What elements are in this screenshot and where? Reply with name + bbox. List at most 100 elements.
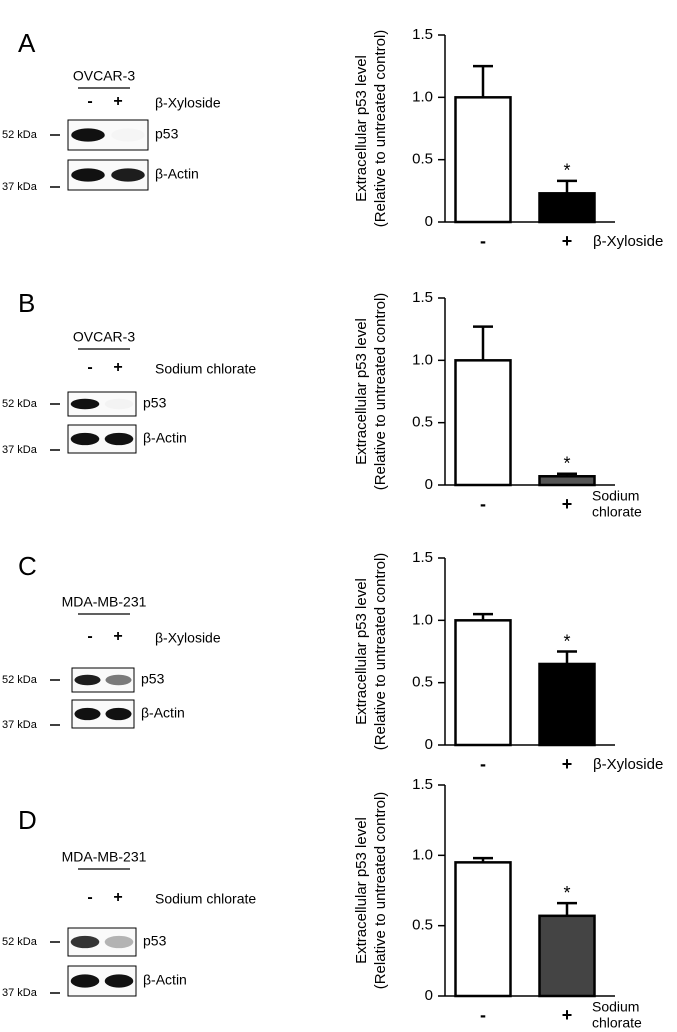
band — [74, 707, 101, 721]
band — [105, 674, 132, 686]
y-tick-label: 1.0 — [412, 611, 433, 628]
error-bar — [557, 179, 577, 194]
marker-label: 52 kDa — [2, 398, 38, 410]
band — [74, 674, 101, 686]
error-bar — [557, 901, 577, 916]
treatment-label: Sodium chlorate — [155, 891, 256, 907]
band-label: p53 — [143, 395, 167, 411]
band — [70, 398, 100, 410]
lane-label: + — [113, 359, 122, 376]
band — [71, 168, 105, 182]
band — [104, 432, 134, 446]
x-tick-label: + — [562, 231, 573, 251]
x-tick-label: + — [562, 494, 573, 514]
bar — [454, 861, 512, 998]
band-label: p53 — [141, 671, 165, 687]
bar — [538, 662, 596, 747]
y-axis-label: Extracellular p53 level — [353, 817, 370, 964]
treatment-label: Sodium chlorate — [155, 361, 256, 377]
bar — [538, 475, 596, 487]
y-tick-label: 1.0 — [412, 846, 433, 863]
band — [111, 168, 145, 182]
bar — [454, 359, 512, 487]
blot-box — [67, 119, 149, 151]
cell-line: OVCAR-3 — [73, 68, 135, 84]
y-axis-label: (Relative to untreated control) — [372, 553, 389, 751]
cell-line: OVCAR-3 — [73, 329, 135, 345]
panel-letter: D — [18, 805, 37, 835]
marker-label: 52 kDa — [2, 674, 38, 686]
y-tick-label: 1.5 — [412, 549, 433, 566]
bar — [454, 96, 512, 224]
x-axis-label: β-Xyloside — [593, 233, 663, 250]
marker-label: 37 kDa — [2, 987, 38, 999]
y-axis-label: (Relative to untreated control) — [372, 293, 389, 491]
error-bar — [473, 856, 493, 863]
marker-label: 52 kDa — [2, 936, 38, 948]
treatment-label: β-Xyloside — [155, 630, 221, 646]
y-tick-label: 1.0 — [412, 88, 433, 105]
cell-line: MDA-MB-231 — [62, 594, 147, 610]
band — [70, 432, 100, 446]
y-tick-label: 1.5 — [412, 289, 433, 306]
marker-label: 37 kDa — [2, 444, 38, 456]
x-tick-label: - — [480, 754, 486, 774]
lane-label: - — [87, 889, 92, 906]
band — [105, 399, 134, 410]
y-axis-label: (Relative to untreated control) — [372, 792, 389, 990]
band-label: p53 — [155, 126, 179, 142]
y-axis-label: Extracellular p53 level — [353, 318, 370, 465]
error-bar — [473, 612, 493, 621]
x-axis-label: β-Xyloside — [593, 756, 663, 773]
significance: * — [563, 161, 570, 181]
y-axis-label: (Relative to untreated control) — [372, 30, 389, 228]
error-bar — [557, 472, 577, 477]
lane-label: + — [113, 93, 122, 110]
y-axis-label: Extracellular p53 level — [353, 578, 370, 725]
band-label: β-Actin — [143, 972, 187, 988]
y-tick-label: 0 — [425, 476, 433, 493]
band — [104, 935, 134, 949]
y-tick-label: 0.5 — [412, 917, 433, 934]
marker-label: 37 kDa — [2, 719, 38, 731]
marker-label: 37 kDa — [2, 181, 38, 193]
band — [70, 935, 100, 949]
panel-letter: B — [18, 288, 35, 318]
panel-letter: A — [18, 28, 36, 58]
x-axis-label: chlorate — [592, 504, 642, 520]
marker-label: 52 kDa — [2, 129, 38, 141]
significance: * — [563, 883, 570, 903]
y-tick-label: 1.5 — [412, 26, 433, 43]
band-label: p53 — [143, 933, 167, 949]
cell-line: MDA-MB-231 — [62, 849, 147, 865]
bar — [538, 914, 596, 998]
band-label: β-Actin — [143, 430, 187, 446]
y-tick-label: 0.5 — [412, 674, 433, 691]
y-tick-label: 0 — [425, 736, 433, 753]
lane-label: - — [87, 359, 92, 376]
panel-letter: C — [18, 551, 37, 581]
lane-label: + — [113, 889, 122, 906]
y-tick-label: 0 — [425, 213, 433, 230]
x-tick-label: - — [480, 494, 486, 514]
error-bar — [473, 325, 493, 361]
y-tick-label: 0.5 — [412, 414, 433, 431]
y-tick-label: 0 — [425, 987, 433, 1004]
band — [104, 974, 134, 988]
treatment-label: β-Xyloside — [155, 95, 221, 111]
band-label: β-Actin — [141, 705, 185, 721]
band — [111, 128, 145, 141]
y-tick-label: 1.0 — [412, 351, 433, 368]
lane-label: - — [87, 628, 92, 645]
x-tick-label: - — [480, 1005, 486, 1025]
y-tick-label: 0.5 — [412, 151, 433, 168]
bar — [454, 619, 512, 747]
x-tick-label: + — [562, 754, 573, 774]
bar — [538, 192, 596, 224]
band-label: β-Actin — [155, 166, 199, 182]
x-tick-label: - — [480, 231, 486, 251]
error-bar — [473, 64, 493, 98]
significance: * — [563, 631, 570, 651]
y-tick-label: 1.5 — [412, 776, 433, 793]
